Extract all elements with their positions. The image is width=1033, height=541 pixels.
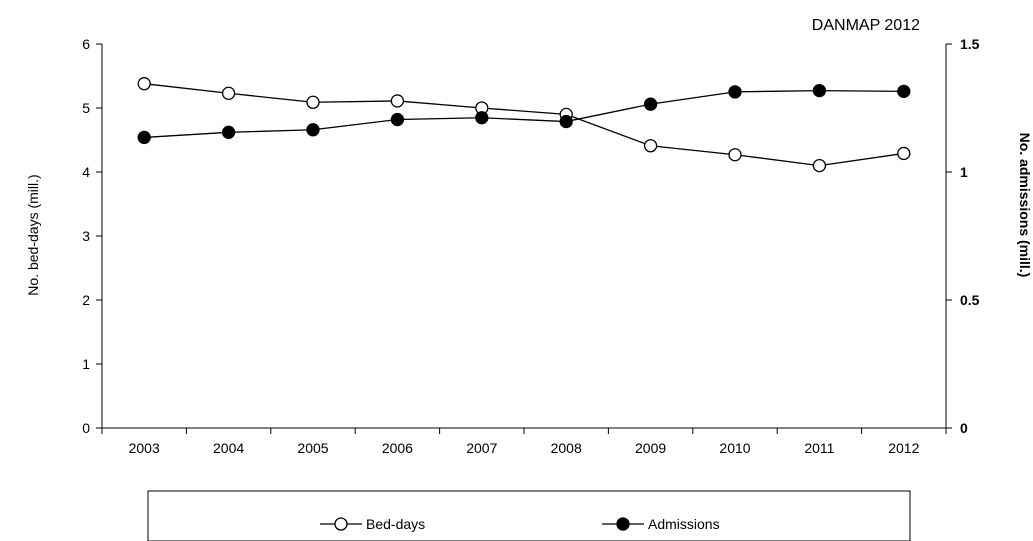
x-tick-label: 2012 bbox=[888, 440, 919, 456]
data-point-bed-days bbox=[221, 86, 236, 100]
x-tick-label: 2008 bbox=[551, 440, 582, 456]
data-point-bed-days bbox=[728, 148, 742, 162]
x-tick-label: 2005 bbox=[297, 440, 328, 456]
data-point-admissions bbox=[812, 83, 827, 98]
left-tick-label: 5 bbox=[82, 100, 90, 116]
left-tick-label: 6 bbox=[82, 36, 90, 52]
legend-marker-admissions bbox=[616, 517, 630, 531]
x-tick-label: 2011 bbox=[804, 440, 834, 456]
data-point-admissions bbox=[137, 130, 151, 145]
data-point-bed-days bbox=[306, 95, 320, 109]
legend-marker-bed-days bbox=[334, 517, 348, 531]
legend-label-bed-days: Bed-days bbox=[366, 516, 425, 532]
x-tick-label: 2006 bbox=[382, 440, 413, 456]
data-point-bed-days bbox=[812, 158, 827, 173]
data-point-bed-days bbox=[390, 94, 405, 108]
data-point-admissions bbox=[559, 114, 573, 129]
right-y-axis: 0 0.5 1 1.5 bbox=[945, 36, 980, 436]
data-point-admissions bbox=[390, 112, 405, 127]
x-tick-label: 2009 bbox=[635, 440, 666, 456]
right-tick-label: 0 bbox=[960, 420, 968, 436]
x-tick-label: 2004 bbox=[213, 440, 244, 456]
x-axis: 2003 2004 2005 2006 2007 2008 2009 2010 2011 2012 bbox=[101, 427, 947, 456]
right-tick-label: 0.5 bbox=[960, 292, 980, 308]
legend-label-admissions: Admissions bbox=[648, 516, 720, 532]
left-tick-label: 0 bbox=[82, 420, 90, 436]
series-line-bed-days bbox=[144, 83, 904, 167]
right-tick-label: 1 bbox=[960, 164, 968, 180]
data-point-admissions bbox=[897, 84, 911, 99]
left-tick-label: 1 bbox=[82, 356, 90, 372]
left-tick-label: 2 bbox=[82, 292, 90, 308]
legend-box bbox=[147, 490, 911, 541]
left-y-axis: 0 1 2 3 4 5 6 bbox=[82, 36, 103, 436]
data-point-admissions bbox=[221, 125, 236, 139]
source-label: DANMAP 2012 bbox=[812, 17, 920, 34]
x-tick-label: 2007 bbox=[466, 440, 497, 456]
left-tick-label: 3 bbox=[82, 228, 90, 244]
x-tick-label: 2003 bbox=[129, 440, 160, 456]
series-line-admissions bbox=[144, 89, 904, 139]
right-axis-label: No. admissions (mill.) bbox=[1017, 133, 1033, 278]
data-point-bed-days bbox=[643, 139, 658, 153]
data-point-admissions bbox=[728, 85, 742, 99]
left-axis-label: No. bed-days (mill.) bbox=[25, 174, 41, 295]
left-tick-label: 4 bbox=[82, 164, 90, 180]
legend: Bed-days Admissions bbox=[147, 490, 911, 541]
series-layer bbox=[137, 77, 911, 173]
data-point-bed-days bbox=[897, 146, 911, 161]
data-point-bed-days bbox=[137, 77, 151, 91]
data-point-admissions bbox=[643, 97, 658, 111]
data-point-admissions bbox=[306, 123, 320, 137]
right-tick-label: 1.5 bbox=[960, 36, 980, 52]
data-point-admissions bbox=[475, 111, 489, 125]
x-tick-label: 2010 bbox=[719, 440, 750, 456]
